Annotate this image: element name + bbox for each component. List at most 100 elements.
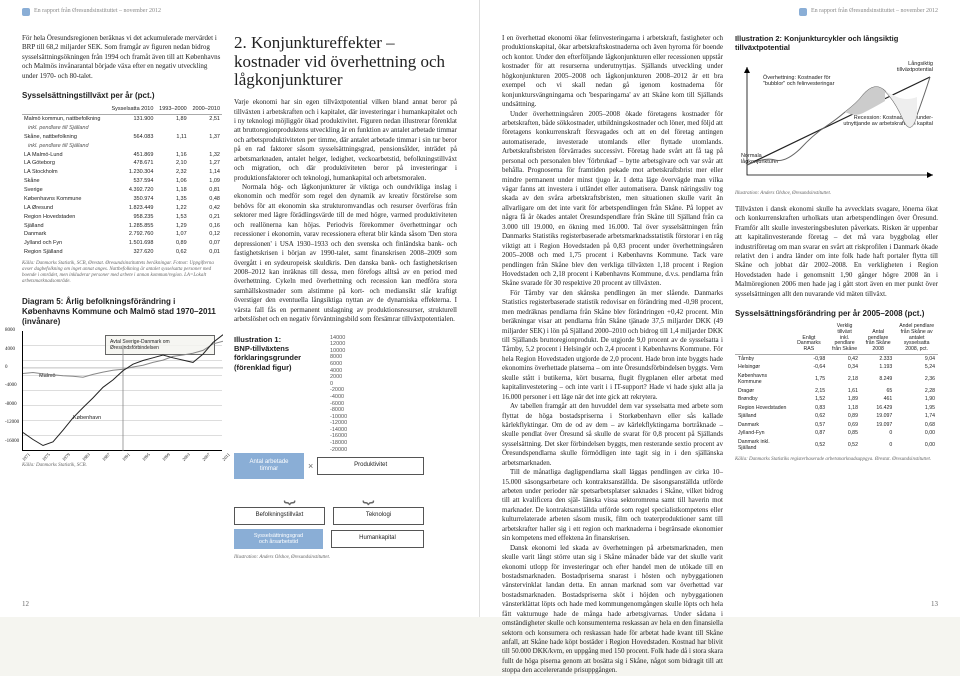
chart5-title: Diagram 5: Årlig befolkningsförändring i… <box>22 297 222 327</box>
table-cell: 1,27 <box>189 159 222 168</box>
table-row: Københavns Kommune1,752,188.2492,36 <box>735 372 938 387</box>
table-row: inkl. pendlare till Själland <box>22 124 222 133</box>
table-cell: 1,74 <box>895 412 938 421</box>
table-cell: Själland <box>735 412 790 421</box>
page-right: En rapport från Øresundsinstituttet – no… <box>480 0 960 617</box>
table-cell: 958.235 <box>107 213 155 222</box>
table-cell: 1,37 <box>189 133 222 142</box>
table2-header-cell: Enligt Danmarks RAS <box>790 323 829 354</box>
chart5-xlabel: 1995 <box>141 452 151 462</box>
table-cell: 350.974 <box>107 195 155 204</box>
table-row: LA Malmö-Lund451.8691,161,32 <box>22 151 222 160</box>
table-cell: Region Hovedstaden <box>735 404 790 413</box>
table1-header-cell: 2000–2010 <box>189 105 222 114</box>
paragraph: I en överhettad ekonomi ökar felinvester… <box>502 34 723 110</box>
paragraph: Varje ekonomi har sin egen tillväxtpoten… <box>234 98 457 183</box>
table-cell: 0,12 <box>189 230 222 239</box>
chart5-xlabel: 1999 <box>161 452 171 462</box>
times-icon: × <box>308 461 313 472</box>
table1-header-cell: Sysselsatta 2010 <box>107 105 155 114</box>
table-cell: 0,16 <box>189 222 222 231</box>
table-cell: Region Hovedstaden <box>22 213 107 222</box>
table2-source: Källa: Danmarks Statistiks registerbaser… <box>735 457 938 463</box>
table-cell: 0,52 <box>828 438 861 453</box>
table2-header-cell: Andel pendlare från Skåne av antalet sys… <box>895 323 938 354</box>
paragraph: Dansk ekonomi led skada av överhetningen… <box>502 544 723 676</box>
table2-header-cell: Antal pendlare från Skåne 2008 <box>861 323 895 354</box>
table-cell: 1,22 <box>155 204 188 213</box>
table-cell: 16.429 <box>861 404 895 413</box>
table-cell: 1.285.855 <box>107 222 155 231</box>
table-cell: 0,89 <box>155 239 188 248</box>
table-cell: Danmark <box>735 421 790 430</box>
table1-header-cell: 1993–2000 <box>155 105 188 114</box>
chart5-ylabel: -16000 <box>5 439 19 445</box>
brace-icon: ⏟ ⏟ <box>234 479 424 507</box>
table-row: Brøndby1,521,894611,90 <box>735 395 938 404</box>
illus1-top-left: Antal arbetade timmar <box>234 453 304 479</box>
table1-source: Källa: Danmarks Statistik, SCB, Ørestat.… <box>22 261 222 285</box>
illus1-r3-left: Sysselsättningsgrad och årsarbetstid <box>234 529 323 550</box>
table-cell: Dragør <box>735 387 790 396</box>
table-cell: LA Malmö-Lund <box>22 151 107 160</box>
table2-header-cell: Verklig tillväxt inkl. pendlare från Skå… <box>828 323 861 354</box>
table-cell: 1,06 <box>155 177 188 186</box>
table-cell: Region Själland <box>22 248 107 257</box>
table-cell: 1,89 <box>155 115 188 124</box>
table-cell: 1,53 <box>155 213 188 222</box>
illus1-r2-left: Befolkningstillväxt <box>234 507 325 525</box>
table-row: Region Hovedstaden0,831,1816.4291,95 <box>735 404 938 413</box>
table-cell: 1,09 <box>189 177 222 186</box>
table-row: LA Göteborg478.6712,101,27 <box>22 159 222 168</box>
table-cell: 9,04 <box>895 354 938 363</box>
table-cell: 2,18 <box>828 372 861 387</box>
table-cell: LA Göteborg <box>22 159 107 168</box>
table-cell: LA Stockholm <box>22 168 107 177</box>
table-row: Malmö kommun, nattbefolkning131.9001,892… <box>22 115 222 124</box>
table-cell: 0,81 <box>189 186 222 195</box>
table-cell: Danmark <box>22 230 107 239</box>
table-cell: 65 <box>861 387 895 396</box>
table-cell: 451.869 <box>107 151 155 160</box>
right-body2: Tillväxten i dansk ekonomi skulle ha avv… <box>735 205 938 299</box>
table-cell: inkl. pendlare till Själland <box>22 124 107 133</box>
paragraph: Till de månatliga dagligpendlarna skall … <box>502 468 723 544</box>
table-row: Skåne537.5941,061,09 <box>22 177 222 186</box>
chart5-xlabel: 2007 <box>201 452 211 462</box>
table1-title: Sysselsättningstillväxt per år (pct.) <box>22 91 222 101</box>
table-cell <box>107 142 155 151</box>
section-2-body: Varje ekonomi har sin egen tillväxtpoten… <box>234 98 457 325</box>
table-cell: 478.671 <box>107 159 155 168</box>
table-cell: 564.083 <box>107 133 155 142</box>
header-left: En rapport från Øresundsinstituttet – no… <box>22 8 161 16</box>
table2-header-cell <box>735 323 790 354</box>
table-row: Helsingør-0,640,341.1935,24 <box>735 363 938 372</box>
pagenum-right: 13 <box>931 600 938 609</box>
table-row: Dragør2,151,61652,28 <box>735 387 938 396</box>
table-cell: 0,85 <box>828 429 861 438</box>
table-cell: Danmark inkl. Själland <box>735 438 790 453</box>
table-row: Sverige4.392.7201,180,81 <box>22 186 222 195</box>
left-column-a: För hela Öresundsregionen beräknas vi de… <box>22 34 222 561</box>
table-cell: 0,42 <box>828 354 861 363</box>
table-cell: 0,62 <box>155 248 188 257</box>
table-cell: 2,28 <box>895 387 938 396</box>
table-cell: 0,87 <box>790 429 829 438</box>
table-cell: 0,57 <box>790 421 829 430</box>
table-cell: 0,48 <box>189 195 222 204</box>
table1: Sysselsatta 20101993–20002000–2010 Malmö… <box>22 105 222 257</box>
table-cell: 1.193 <box>861 363 895 372</box>
right-column-b: Illustration 2: Konjunkturcykler och lån… <box>735 34 938 676</box>
chart5-xlabel: 1987 <box>101 452 111 462</box>
table-cell: 2.792.760 <box>107 230 155 239</box>
table-cell: Københavns Kommune <box>22 195 107 204</box>
chart5-source: Källa: Danmarks Statistik, SCB. <box>22 463 222 469</box>
table-cell: 1.230.304 <box>107 168 155 177</box>
table1-header-cell <box>22 105 107 114</box>
illus1-top-right: Produktivitet <box>317 457 424 475</box>
table-cell: 0 <box>861 429 895 438</box>
table-cell: Jylland-Fyn <box>735 429 790 438</box>
table-cell <box>155 124 188 133</box>
oi-logo-icon <box>799 8 807 16</box>
table-cell: Skåne <box>22 177 107 186</box>
